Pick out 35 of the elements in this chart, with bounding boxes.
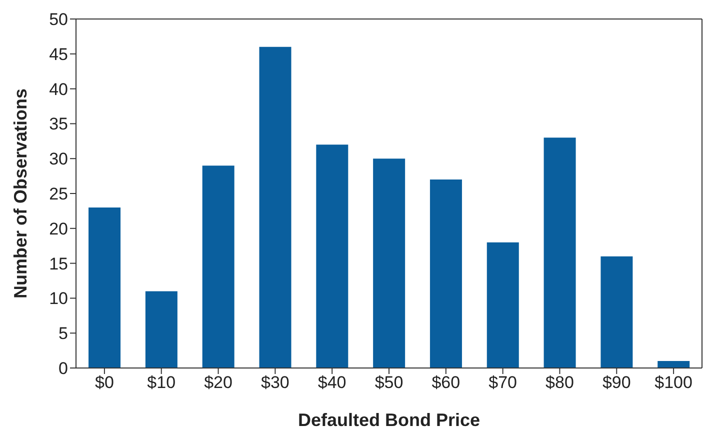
y-tick-label: 0 — [58, 359, 68, 378]
bar — [316, 144, 348, 368]
y-tick-label: 5 — [58, 324, 68, 344]
x-tick-label: $40 — [318, 373, 346, 392]
y-tick-label: 15 — [49, 254, 68, 274]
bar — [430, 180, 462, 368]
y-tick-label: 30 — [49, 150, 68, 169]
x-tick-label: $50 — [374, 373, 404, 392]
bar — [544, 138, 576, 368]
x-tick-label: $0 — [94, 373, 114, 392]
bar — [88, 207, 121, 368]
x-tick-label: $20 — [204, 373, 232, 392]
y-tick-label: 45 — [49, 44, 68, 64]
bar — [373, 158, 406, 368]
x-tick-label: $60 — [432, 373, 460, 392]
x-tick-label: $10 — [147, 373, 176, 392]
bar — [658, 361, 690, 368]
x-tick-label: $80 — [546, 373, 574, 392]
bar — [145, 291, 178, 368]
x-tick-label: $70 — [488, 373, 518, 392]
y-tick-label: 40 — [49, 80, 68, 99]
bar — [259, 46, 292, 368]
bar — [486, 242, 519, 368]
bar — [600, 256, 633, 368]
x-tick-label: $30 — [260, 373, 290, 392]
bar — [202, 166, 234, 368]
y-tick-label: 35 — [49, 114, 68, 134]
x-tick-label: $100 — [654, 373, 692, 392]
y-tick-label: 10 — [49, 289, 68, 308]
y-tick-label: 20 — [49, 219, 68, 238]
y-axis-title: Number of Observations — [10, 88, 30, 299]
y-tick-label: 25 — [49, 184, 68, 204]
y-tick-label: 50 — [49, 10, 68, 30]
x-tick-label: $90 — [602, 373, 631, 392]
x-axis-title: Defaulted Bond Price — [298, 410, 480, 430]
